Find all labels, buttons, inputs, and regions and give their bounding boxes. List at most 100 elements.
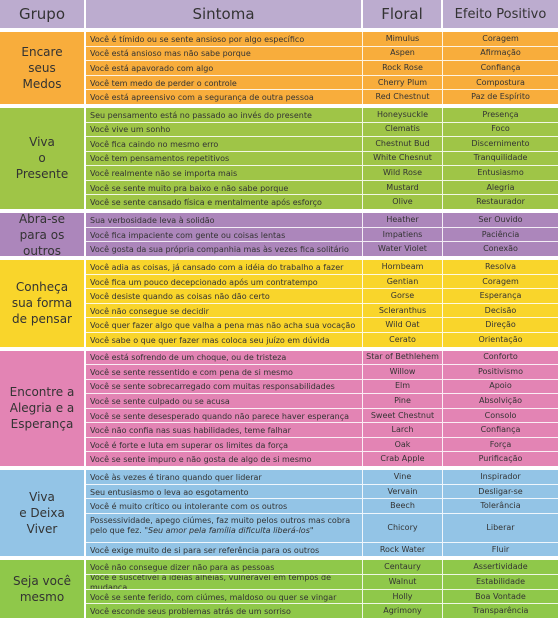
symptom-text: Você às vezes é tirano quando quer lider… (90, 472, 262, 482)
symptom-text: Você está sofrendo de um choque, ou de t… (90, 353, 287, 363)
row: Você realmente não se importa mais Wild R… (86, 165, 558, 180)
symptom-text: Você não consegue se decidir (90, 306, 209, 316)
effect: Força (489, 439, 512, 449)
effect: Coragem (482, 33, 519, 43)
floral: Mustard (363, 180, 443, 195)
symptom: Você exige muito de si para ser referênc… (86, 542, 363, 557)
row: Você está sofrendo de um choque, ou de t… (86, 350, 558, 365)
row: Você se sente ressentido e com pena de s… (86, 364, 558, 379)
group-name-line: sua forma (11, 296, 73, 311)
row: Você tem medo de perder o controle Cherry… (86, 74, 558, 90)
group: Encontre a Alegria e a Esperança Você está … (0, 350, 558, 466)
effect: Paciência (481, 229, 520, 239)
group-name: Encare seus Medos (0, 32, 86, 105)
floral: Vervain (363, 484, 443, 499)
effect: Tranquilidade (473, 153, 528, 163)
group: Seja você mesmo Você não consegue dizer nã… (0, 560, 558, 618)
row: Você está apreensivo com a segurança de … (86, 89, 558, 105)
group-name-line: seus (28, 61, 56, 76)
floral: Vine (363, 469, 443, 484)
group: Abra-se para os outros Sua verbosidade lev… (0, 212, 558, 258)
row: Você é forte e luta em superar os limite… (86, 436, 558, 452)
floral: Rock Rose (363, 61, 443, 75)
symptom-text: Você sabe o que quer fazer mas coloca se… (90, 335, 330, 345)
row: Você fica um pouco decepcionado após um … (86, 273, 558, 289)
effect: Liberar (486, 522, 515, 532)
row: Você se sente desesperado quando não par… (86, 407, 558, 423)
effect: Alegria (486, 182, 515, 192)
floral: Oak (363, 437, 443, 452)
symptom-text: Você exige muito de si para ser referênc… (90, 545, 320, 555)
group-rows: Seu pensamento está no passado ao invés … (86, 108, 558, 209)
group-name-line: Viva (29, 135, 55, 150)
group-name-line: Alegria e a (9, 401, 75, 416)
symptom: Possessividade, apego ciúmes, faz muito … (86, 514, 363, 542)
symptom: Você tem medo de perder o controle (86, 75, 363, 90)
effect: Absolvição (479, 395, 522, 405)
column-header: Grupo (0, 0, 86, 28)
symptom-text: Você se sente sobrecarregado com muitas … (90, 382, 335, 392)
row: Você exige muito de si para ser referênc… (86, 541, 558, 557)
effect: Inspirador (480, 471, 521, 481)
effect: Compostura (476, 77, 525, 87)
symptom-text: Você é tímido ou se sente ansioso por al… (90, 34, 305, 44)
effect: Boa Vontade (475, 591, 526, 601)
effect: Presença (482, 109, 519, 119)
group-rows: Você às vezes é tirano quando quer lider… (86, 469, 558, 557)
symptom-text: Você está apavorado com algo (90, 64, 214, 74)
symptom: Você realmente não se importa mais (86, 166, 363, 180)
row: Você desiste quando as coisas não dão ce… (86, 288, 558, 303)
effect: Decisão (484, 305, 517, 315)
effect: Orientação (478, 334, 523, 344)
symptom-text: Você fica impaciente com gente ou coisas… (90, 230, 286, 240)
group-rows: Sua verbosidade leva à solidão Heather Ser… (86, 212, 558, 257)
effect: Tolerância (480, 501, 521, 511)
symptom-text: Você se sente ressentido e com pena de s… (90, 367, 293, 377)
floral: Willow (363, 365, 443, 379)
symptom-text: Você não consegue dizer não para as pess… (90, 563, 275, 573)
column-header: Floral (363, 0, 443, 28)
effect: Coragem (482, 276, 519, 286)
symptom-text: Você adia as coisas, já cansado com a id… (90, 262, 344, 272)
symptom: Você fica um pouco decepcionado após um … (86, 274, 363, 289)
symptom: Você não consegue se decidir (86, 303, 363, 318)
row: Você se sente impuro e não gosta de algo… (86, 451, 558, 466)
symptom: Você está sofrendo de um choque, ou de t… (86, 350, 363, 365)
symptom: Você esconde seus problemas atrás de um … (86, 604, 363, 618)
symptom: Você se sente impuro e não gosta de algo… (86, 452, 363, 466)
symptom: Você se sente culpado ou se acusa (86, 394, 363, 408)
group-name-line: Encontre a (9, 385, 75, 400)
floral: Aspen (363, 46, 443, 61)
group-name: Encontre a Alegria e a Esperança (0, 350, 86, 466)
symptom: Você não consegue dizer não para as pess… (86, 560, 363, 575)
symptom-text: Você fica um pouco decepcionado após um … (90, 277, 318, 287)
floral: Gentian (363, 274, 443, 289)
row: Você está ansioso mas não sabe porque Asp… (86, 45, 558, 61)
symptom-text: Seu pensamento está no passado ao invés … (90, 110, 312, 120)
effect: Esperança (479, 291, 522, 301)
effect: Assertividade (473, 562, 528, 572)
row: Você se sente muito pra baixo e não sabe… (86, 179, 558, 195)
symptom-text: Você realmente não se importa mais (90, 169, 238, 178)
symptom-text: Você tem medo de perder o controle (90, 78, 237, 88)
floral: Honeysuckle (363, 108, 443, 122)
floral: Wild Oat (363, 318, 443, 333)
symptom-text: Você se sente cansado física e mentalmen… (90, 198, 322, 208)
row: Sua verbosidade leva à solidão Heather Ser… (86, 212, 558, 227)
column-header: Efeito Positivo (454, 6, 547, 22)
row: Você vive um sonho Clematis Foco (86, 121, 558, 137)
floral: Beech (363, 499, 443, 514)
effect: Consolo (484, 410, 517, 420)
effect: Estabilidade (476, 576, 525, 586)
symptom: Você é muito crítico ou intolerante com … (86, 499, 363, 514)
floral: Elm (363, 379, 443, 394)
floral: Red Chestnut (363, 90, 443, 105)
group-name-line: Medos (22, 77, 62, 92)
floral: Chicory (363, 514, 443, 542)
row: Você quer fazer algo que valha a pena ma… (86, 317, 558, 333)
effect: Afirmação (480, 48, 521, 58)
symptom: Você sabe o que quer fazer mas coloca se… (86, 333, 363, 347)
symptom: Você é tímido ou se sente ansioso por al… (86, 32, 363, 46)
group-rows: Você não consegue dizer não para as pess… (86, 560, 558, 618)
symptom: Você está ansioso mas não sabe porque (86, 46, 363, 61)
